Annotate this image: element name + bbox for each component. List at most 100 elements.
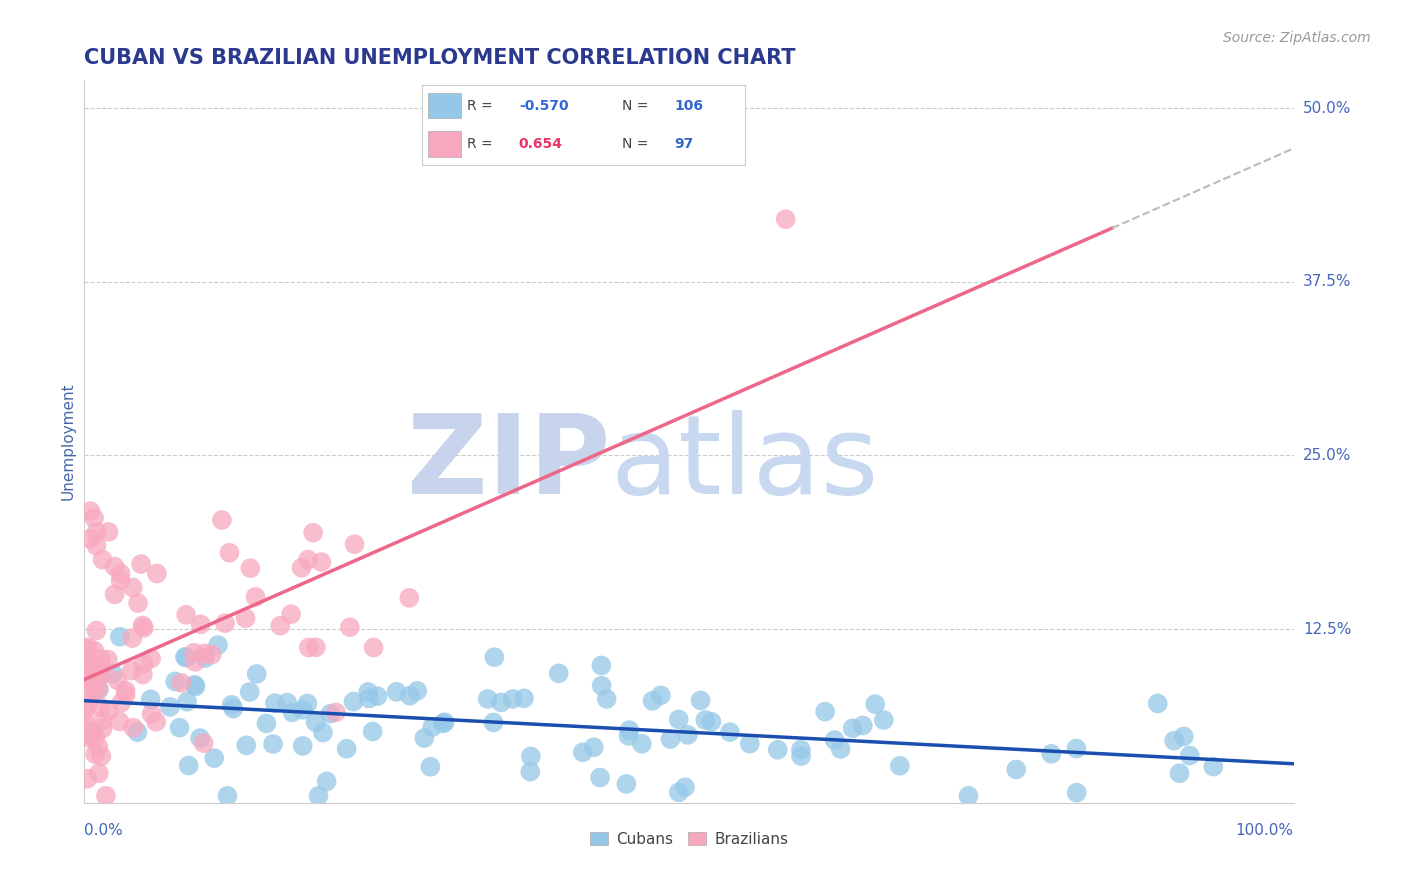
- Point: [312, 725, 335, 739]
- Point: [305, 640, 328, 655]
- Point: [75, 654, 97, 668]
- Point: [689, 693, 711, 707]
- Point: [83, 643, 105, 657]
- Point: [254, 716, 277, 731]
- Point: [399, 689, 422, 703]
- Point: [221, 698, 243, 712]
- Text: 0.0%: 0.0%: [84, 823, 124, 838]
- Point: [127, 725, 149, 739]
- Point: [695, 713, 717, 727]
- Point: [595, 691, 617, 706]
- Point: [211, 513, 233, 527]
- Text: 100.0%: 100.0%: [1236, 823, 1294, 838]
- Point: [841, 721, 863, 735]
- Point: [84, 730, 107, 744]
- Point: [298, 640, 321, 655]
- Point: [76, 698, 98, 713]
- Point: [129, 557, 152, 571]
- Point: [520, 749, 543, 764]
- Point: [1178, 748, 1201, 763]
- Point: [114, 688, 136, 702]
- Point: [738, 737, 761, 751]
- Point: [110, 574, 132, 588]
- Point: [1146, 697, 1168, 711]
- Point: [77, 731, 100, 745]
- Bar: [429, 131, 461, 157]
- Text: 106: 106: [673, 99, 703, 112]
- Point: [77, 640, 100, 655]
- Point: [361, 724, 384, 739]
- Point: [319, 706, 342, 721]
- Point: [616, 777, 638, 791]
- Point: [413, 731, 436, 745]
- Point: [305, 715, 328, 730]
- Point: [222, 701, 245, 715]
- Point: [1005, 763, 1028, 777]
- Point: [676, 728, 699, 742]
- Point: [91, 714, 114, 728]
- Point: [91, 552, 114, 566]
- Point: [183, 646, 205, 660]
- Point: [269, 619, 291, 633]
- Point: [291, 703, 314, 717]
- Point: [290, 560, 312, 574]
- Text: 97: 97: [673, 137, 693, 151]
- Point: [76, 663, 98, 677]
- Point: [889, 758, 911, 772]
- Point: [214, 616, 236, 631]
- Point: [110, 566, 132, 581]
- Point: [218, 546, 240, 560]
- Text: 25.0%: 25.0%: [1303, 448, 1351, 463]
- Point: [311, 555, 333, 569]
- Point: [90, 651, 112, 665]
- Point: [591, 658, 613, 673]
- Point: [363, 640, 385, 655]
- Point: [159, 699, 181, 714]
- Point: [650, 689, 672, 703]
- Point: [73, 687, 96, 701]
- Point: [107, 673, 129, 688]
- Point: [177, 758, 200, 772]
- Point: [202, 751, 225, 765]
- Point: [79, 504, 101, 518]
- Point: [420, 720, 443, 734]
- Point: [342, 695, 364, 709]
- Point: [339, 620, 361, 634]
- Point: [77, 661, 100, 675]
- Point: [308, 789, 330, 803]
- Point: [146, 566, 169, 581]
- Point: [139, 692, 162, 706]
- Point: [73, 705, 96, 719]
- Point: [87, 682, 110, 697]
- Point: [188, 731, 211, 746]
- Point: [127, 596, 149, 610]
- Point: [87, 739, 110, 754]
- Point: [170, 675, 193, 690]
- Text: Source: ZipAtlas.com: Source: ZipAtlas.com: [1223, 31, 1371, 45]
- Point: [108, 714, 131, 729]
- Point: [122, 721, 145, 735]
- Point: [89, 700, 111, 714]
- Point: [73, 714, 96, 729]
- Point: [174, 607, 197, 622]
- Point: [101, 666, 124, 681]
- Point: [659, 731, 682, 746]
- Point: [94, 789, 117, 803]
- Legend: Cubans, Brazilians: Cubans, Brazilians: [583, 826, 794, 853]
- Point: [86, 524, 108, 539]
- Point: [957, 789, 980, 803]
- Point: [141, 707, 163, 722]
- Bar: [429, 93, 461, 119]
- Point: [641, 694, 664, 708]
- Point: [73, 657, 96, 671]
- Point: [84, 747, 107, 761]
- Point: [132, 621, 155, 635]
- Text: 37.5%: 37.5%: [1303, 274, 1351, 289]
- Point: [385, 685, 408, 699]
- Point: [104, 559, 127, 574]
- Point: [617, 729, 640, 743]
- Point: [513, 691, 536, 706]
- Point: [325, 706, 347, 720]
- Point: [76, 772, 98, 786]
- Text: R =: R =: [467, 137, 492, 151]
